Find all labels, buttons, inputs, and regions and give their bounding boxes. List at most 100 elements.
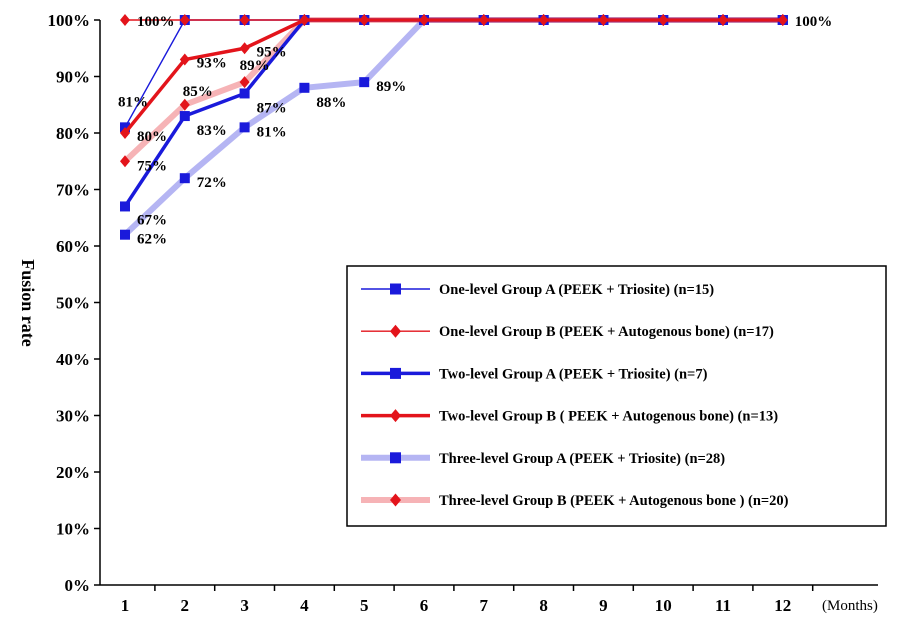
data-label: 83% — [197, 123, 227, 139]
legend-items: One-level Group A (PEEK + Triosite) (n=1… — [361, 282, 789, 509]
data-label: 89% — [240, 58, 270, 74]
data-label: 75% — [137, 158, 167, 174]
data-label: 89% — [376, 79, 406, 95]
y-tick-label: 100% — [48, 11, 91, 30]
x-tick-label: 7 — [480, 596, 489, 615]
x-axis-unit-label: (Months) — [822, 598, 878, 614]
y-tick-label: 50% — [56, 294, 90, 313]
data-point — [538, 14, 549, 26]
y-tick-label: 80% — [56, 124, 90, 143]
x-ticks: 1 2 3 4 5 6 7 8 9 10 11 12 — [121, 585, 814, 615]
data-labels: 81% 100% 100% 67% 83% 87% 80% 93% 95% 62% 72% 81% 88… — [118, 14, 832, 248]
series-line — [123, 18, 783, 135]
data-point — [120, 229, 130, 240]
data-label: 80% — [137, 129, 167, 145]
data-point — [179, 14, 190, 26]
data-point — [239, 88, 250, 99]
legend-marker — [390, 493, 401, 507]
legend-box — [346, 265, 887, 527]
x-tick-label: 5 — [360, 596, 369, 615]
x-tick-label: 12 — [774, 596, 791, 615]
data-label: 88% — [316, 95, 346, 111]
data-label: 95% — [257, 44, 287, 60]
data-label: 85% — [183, 84, 213, 100]
legend-item: Two-level Group A (PEEK + Triosite) (n=7… — [361, 366, 708, 382]
data-label: 72% — [197, 175, 227, 191]
data-label: 81% — [118, 94, 148, 110]
data-point — [478, 14, 489, 26]
data-label: 87% — [257, 100, 287, 116]
legend-marker — [390, 283, 401, 295]
data-label: 100% — [795, 14, 833, 30]
series-1 — [120, 15, 788, 133]
legend-label: One-level Group A (PEEK + Triosite) (n=1… — [439, 282, 714, 298]
data-label: 81% — [257, 124, 287, 140]
data-point — [239, 14, 250, 26]
legend-label: Two-level Group A (PEEK + Triosite) (n=7… — [439, 366, 708, 382]
data-point — [658, 14, 669, 26]
data-point — [718, 14, 728, 26]
data-point — [299, 82, 310, 93]
legend-item: Three-level Group A (PEEK + Triosite) (n… — [361, 451, 725, 467]
data-point — [179, 111, 190, 122]
data-point — [239, 76, 250, 89]
x-tick-label: 9 — [599, 596, 608, 615]
data-label: 67% — [137, 212, 167, 228]
x-tick-label: 10 — [655, 596, 672, 615]
y-tick-label: 0% — [65, 576, 91, 595]
legend-marker — [390, 367, 401, 379]
y-tick-label: 70% — [56, 181, 90, 200]
x-tick-label: 11 — [715, 596, 731, 615]
y-tick-label: 60% — [56, 237, 90, 256]
data-label: 100% — [137, 14, 175, 30]
x-tick-label: 2 — [181, 596, 190, 615]
legend-label: Three-level Group A (PEEK + Triosite) (n… — [439, 451, 725, 467]
data-point — [120, 155, 130, 168]
legend-item: One-level Group A (PEEK + Triosite) (n=1… — [361, 282, 714, 298]
data-point — [179, 173, 190, 184]
legend-label: Two-level Group B ( PEEK + Autogenous bo… — [439, 409, 778, 425]
data-point — [179, 98, 190, 111]
y-tick-label: 20% — [56, 463, 90, 482]
series-layer — [120, 14, 788, 240]
y-tick-label: 30% — [56, 407, 90, 426]
y-axis-label: Fusion rate — [18, 259, 38, 347]
series-line — [122, 17, 783, 164]
legend-item: Two-level Group B ( PEEK + Autogenous bo… — [361, 409, 778, 425]
data-point — [299, 14, 310, 26]
series-4 — [120, 14, 788, 139]
data-point — [179, 53, 190, 66]
data-point — [777, 14, 788, 26]
data-point — [239, 42, 250, 55]
x-tick-label: 4 — [300, 596, 309, 615]
data-point — [120, 14, 130, 26]
y-tick-label: 10% — [56, 520, 90, 539]
y-ticks: 0% 10% 20% 30% 40% 50% 60% 70% 80% 90% 100% — [48, 11, 100, 595]
data-point — [359, 14, 370, 26]
data-label: 62% — [137, 232, 167, 248]
x-tick-label: 1 — [121, 596, 130, 615]
legend-item: Three-level Group B (PEEK + Autogenous b… — [361, 493, 789, 509]
data-label: 93% — [197, 56, 227, 72]
legend-label: One-level Group B (PEEK + Autogenous bon… — [439, 324, 774, 340]
series-line — [124, 19, 783, 128]
x-tick-label: 6 — [420, 596, 429, 615]
legend-item: One-level Group B (PEEK + Autogenous bon… — [361, 324, 774, 340]
data-point — [239, 122, 250, 133]
y-tick-label: 40% — [56, 350, 90, 369]
legend: One-level Group A (PEEK + Triosite) (n=1… — [346, 265, 887, 527]
x-tick-label: 3 — [240, 596, 249, 615]
legend-marker — [390, 324, 401, 338]
data-point — [359, 77, 370, 88]
data-point — [419, 14, 429, 26]
legend-marker — [390, 452, 401, 464]
x-tick-label: 8 — [539, 596, 548, 615]
data-point — [120, 201, 130, 212]
data-point — [120, 127, 130, 139]
data-point — [598, 14, 609, 26]
y-tick-label: 90% — [56, 68, 90, 87]
legend-marker — [390, 409, 401, 423]
legend-label: Three-level Group B (PEEK + Autogenous b… — [439, 493, 789, 509]
